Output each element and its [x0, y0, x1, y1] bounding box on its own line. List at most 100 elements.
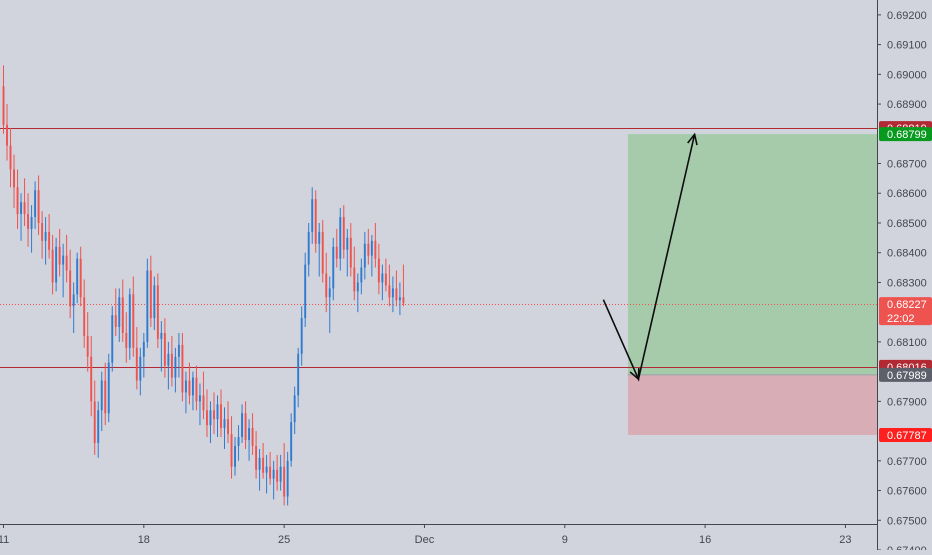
candle: [286, 451, 289, 506]
price-label-0.68799: 0.68799: [879, 127, 932, 142]
candle: [311, 187, 314, 244]
candle: [265, 454, 268, 494]
candle: [160, 321, 163, 372]
price-tick-label: 0.67900: [887, 396, 927, 408]
time-tick-label: Dec: [415, 534, 435, 546]
candle-body: [290, 422, 293, 461]
candle-body: [128, 294, 131, 348]
candle-body: [230, 434, 233, 467]
time-tick-label: 25: [278, 534, 290, 546]
candle-body: [55, 246, 58, 283]
candle: [318, 222, 321, 277]
candle: [213, 392, 215, 435]
candle-body: [65, 255, 68, 271]
candle-body: [27, 214, 30, 229]
stop-zone: [627, 374, 877, 435]
candle: [360, 258, 363, 295]
candle-body: [153, 285, 156, 319]
candle-body: [304, 264, 307, 319]
candle: [191, 371, 194, 411]
candle: [332, 237, 335, 301]
candle: [234, 437, 237, 476]
candle-body: [170, 353, 173, 378]
candle: [170, 335, 173, 387]
candle: [237, 425, 240, 461]
candle: [209, 401, 212, 443]
candle-body: [188, 380, 191, 396]
candle-body: [391, 288, 394, 298]
candle: [72, 282, 75, 333]
candle-body: [191, 377, 194, 396]
candle-body: [353, 267, 356, 292]
candle-body: [149, 270, 152, 319]
candle-body: [114, 315, 117, 328]
price-label-0.67787: 0.67787: [879, 427, 932, 442]
candle: [251, 413, 254, 455]
candle: [381, 264, 384, 301]
candle-body: [20, 202, 23, 215]
candle-body: [58, 246, 61, 265]
candle-body: [139, 356, 142, 381]
candle-body: [9, 145, 12, 170]
candle: [262, 442, 265, 479]
candle: [198, 383, 201, 426]
candle-body: [237, 437, 240, 446]
candle-body: [255, 445, 258, 470]
price-tick-label: 0.68100: [887, 337, 927, 349]
candle: [181, 332, 184, 402]
candle: [342, 205, 345, 259]
candle: [202, 371, 205, 420]
candle-body: [48, 231, 51, 250]
candle: [374, 222, 377, 268]
candle: [153, 276, 156, 330]
candle-body: [300, 318, 303, 354]
candle: [132, 276, 135, 357]
candle: [384, 258, 387, 292]
candle-body: [121, 297, 124, 333]
candle-body: [107, 362, 110, 414]
candle: [156, 273, 159, 348]
candle-body: [402, 297, 405, 304]
candle: [23, 178, 26, 226]
candle-body: [286, 460, 289, 497]
candle: [377, 243, 380, 295]
candle: [114, 288, 117, 336]
candle-body: [258, 457, 261, 470]
candle: [248, 419, 251, 461]
candle-body: [44, 231, 47, 241]
price-labels: 0.688190.687990.6822722:020.680160.67989…: [879, 121, 932, 442]
candle: [188, 362, 191, 405]
price-tick-label: 0.69000: [887, 69, 927, 81]
candle-body: [86, 335, 89, 357]
candle-body: [167, 353, 170, 366]
candle-body: [160, 332, 163, 339]
candle-body: [349, 237, 352, 268]
candle: [206, 389, 208, 438]
candle-body: [216, 404, 219, 420]
candle: [139, 347, 142, 396]
candle-body: [163, 332, 166, 366]
candle-body: [220, 404, 222, 429]
candle: [107, 353, 110, 423]
price-label-box: [879, 127, 932, 142]
candle-body: [93, 401, 96, 443]
candle-body: [241, 413, 244, 438]
candle: [227, 401, 229, 443]
candle-body: [346, 237, 349, 250]
candle-body: [335, 246, 338, 259]
price-label-box: [879, 427, 932, 442]
candle: [118, 288, 121, 342]
candle: [58, 228, 61, 277]
candle: [79, 246, 82, 307]
candle: [65, 234, 68, 283]
candle-body: [363, 243, 366, 268]
candle: [269, 451, 272, 485]
candle-body: [202, 395, 205, 411]
candle-body: [388, 285, 391, 298]
candle-body: [321, 231, 324, 274]
candle: [51, 234, 54, 295]
candle: [111, 306, 114, 372]
candle: [356, 273, 359, 313]
time-tick-label: 16: [699, 534, 711, 546]
candle-body: [83, 297, 86, 336]
